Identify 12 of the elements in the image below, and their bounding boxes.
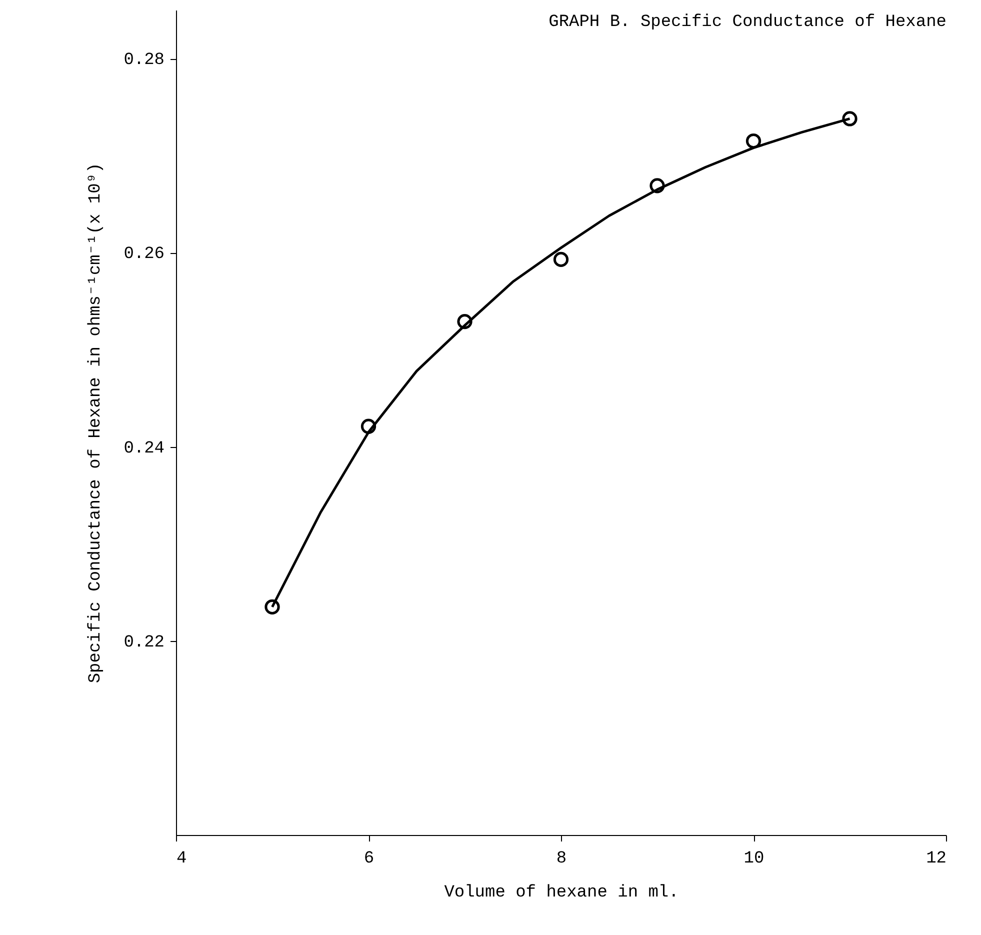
x-tick-label: 12 <box>926 850 946 868</box>
y-axis-title: Specific Conductance of Hexane in ohms⁻¹cm⁻¹(x 10⁹) <box>86 162 106 684</box>
chart-title: GRAPH B. Specific Conductance of Hexane <box>548 13 946 32</box>
x-tick-label: 10 <box>744 850 764 868</box>
y-tick-label: 0.24 <box>124 439 164 458</box>
x-tick-label: 8 <box>556 850 567 868</box>
x-tick-label: 4 <box>176 850 187 868</box>
x-tick-label: 6 <box>364 850 374 868</box>
y-tick-label: 0.26 <box>124 245 164 264</box>
y-tick-label: 0.22 <box>124 633 164 652</box>
y-tick-label: 0.28 <box>124 51 164 70</box>
x-axis-title: Volume of hexane in ml. <box>444 884 679 902</box>
